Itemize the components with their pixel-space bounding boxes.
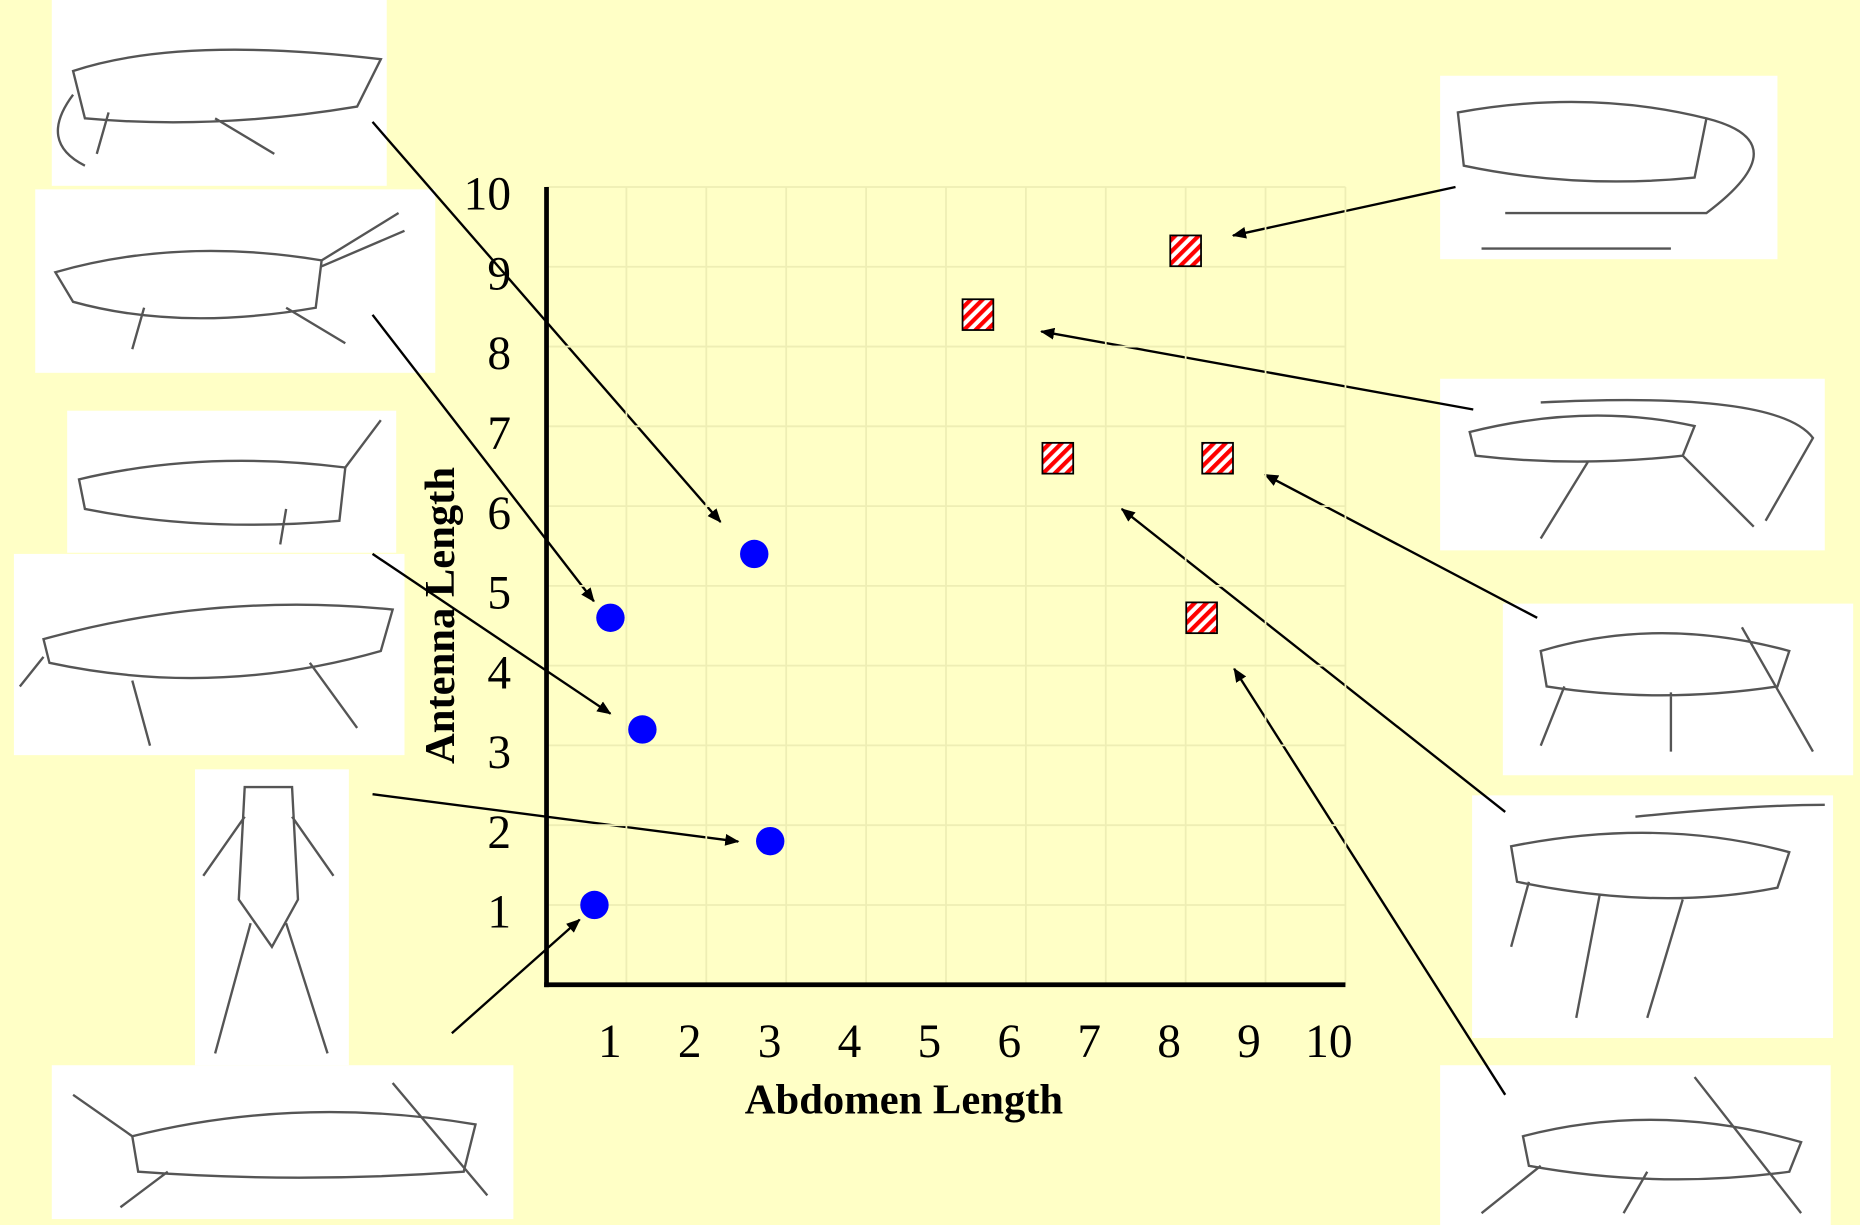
insect-picture xyxy=(1440,379,1825,551)
y-tick-label: 2 xyxy=(487,807,511,859)
x-tick-label: 8 xyxy=(1157,1016,1181,1068)
y-tick-label: 9 xyxy=(487,248,511,300)
y-tick-label: 8 xyxy=(487,328,511,380)
insect-picture xyxy=(14,554,405,755)
insect-picture xyxy=(52,1065,514,1219)
data-point xyxy=(740,540,768,568)
data-point xyxy=(756,827,784,855)
x-tick-label: 10 xyxy=(1305,1016,1352,1068)
x-tick-label: 5 xyxy=(918,1016,942,1068)
insect-picture xyxy=(52,0,387,186)
y-tick-label: 5 xyxy=(487,568,511,620)
data-point xyxy=(628,715,656,743)
data-point xyxy=(596,604,624,632)
page: {"chart_data": { "type": "scatter", "x_l… xyxy=(0,0,1860,1225)
insect-picture xyxy=(1503,604,1853,776)
slide: 1 2 3 4 5 6 7 8 9 10 1 2 3 4 5 6 7 8 9 10 Abdomen Length An… xyxy=(0,0,1860,1225)
x-tick-label: 1 xyxy=(598,1016,622,1068)
insect-picture xyxy=(195,769,349,1065)
y-tick-label: 1 xyxy=(487,887,511,939)
data-point xyxy=(963,299,994,330)
y-tick-label: 4 xyxy=(487,647,511,699)
insect-picture xyxy=(1440,1065,1831,1225)
x-tick-label: 6 xyxy=(997,1016,1021,1068)
x-tick-label: 3 xyxy=(758,1016,782,1068)
y-axis-label: Antenna Length xyxy=(417,467,464,764)
y-tick-label: 7 xyxy=(487,408,511,460)
data-point xyxy=(1170,235,1201,266)
x-tick-label: 7 xyxy=(1077,1016,1101,1068)
insect-picture xyxy=(35,189,435,372)
data-point xyxy=(1202,443,1233,474)
data-point xyxy=(580,891,608,919)
x-tick-label: 4 xyxy=(838,1016,862,1068)
x-tick-label: 2 xyxy=(678,1016,702,1068)
y-tick-label: 6 xyxy=(487,488,511,540)
data-point xyxy=(1186,602,1217,633)
insect-picture xyxy=(67,411,396,553)
x-axis-label: Abdomen Length xyxy=(745,1077,1064,1124)
data-point xyxy=(1042,443,1073,474)
y-tick-label: 10 xyxy=(464,169,511,221)
y-tick-label: 3 xyxy=(487,727,511,779)
x-tick-label: 9 xyxy=(1237,1016,1261,1068)
